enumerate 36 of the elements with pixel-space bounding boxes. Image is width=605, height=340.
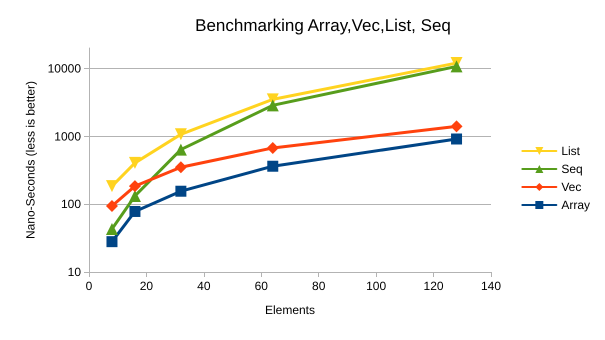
point (174, 161, 187, 174)
point (450, 60, 463, 72)
x-tick-label: 60 (254, 279, 268, 293)
x-tick-label: 80 (312, 279, 326, 293)
x-tick-label: 100 (366, 279, 386, 293)
y-tick-label: 1000 (54, 129, 82, 144)
y-tick-label: 10000 (48, 61, 82, 76)
point (266, 142, 279, 154)
y-tick-label: 100 (60, 197, 82, 212)
legend-label: Array (561, 198, 590, 212)
point (175, 186, 186, 197)
y-tick-label: 10 (68, 265, 82, 279)
x-tick-label: 20 (140, 279, 154, 293)
legend-label: List (561, 144, 581, 158)
point (106, 223, 118, 236)
legend-label: Seq (561, 162, 583, 176)
legend-label: Vec (561, 180, 582, 194)
x-axis-title: Elements (264, 303, 316, 317)
point (128, 190, 141, 202)
x-tick-label: 120 (424, 279, 444, 293)
x-tick-label: 140 (480, 279, 502, 293)
point (174, 128, 187, 140)
point (106, 200, 118, 212)
point (106, 236, 118, 248)
point (266, 99, 279, 112)
chart-title: Benchmarking Array,Vec,List, Seq (195, 16, 451, 35)
point (128, 180, 141, 192)
point (106, 180, 118, 192)
point (451, 134, 462, 144)
point (128, 156, 141, 169)
point (129, 206, 140, 217)
x-tick-label: 0 (86, 279, 93, 293)
point (267, 160, 278, 172)
y-axis-title: Nano-Seconds (less is better) (24, 80, 38, 240)
x-tick-label: 40 (197, 279, 211, 293)
point (450, 120, 463, 132)
